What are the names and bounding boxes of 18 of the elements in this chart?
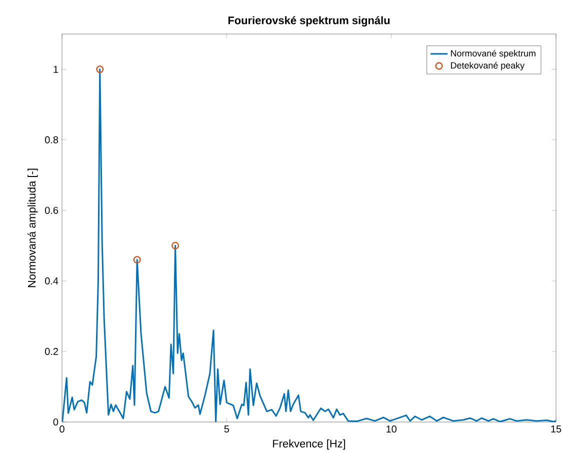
y-tick-label: 0.6: [45, 206, 58, 214]
point: [96, 65, 104, 74]
legend-label: Normované spektrum: [451, 50, 536, 58]
x-tick-label: 10: [386, 426, 396, 433]
y-tick-label: 0.8: [45, 136, 58, 144]
x-axis-title: Frekvence [Hz]: [273, 439, 346, 450]
legend-label: Detekované peaky: [451, 62, 525, 70]
point: [133, 256, 141, 264]
y-tick-label: 1: [54, 66, 58, 73]
y-tick-label: 0.2: [45, 348, 58, 355]
x-tick-label: 0: [60, 426, 64, 433]
x-tick-label: 15: [551, 426, 562, 432]
y-axis-title: Normovaná amplituda [-]: [27, 168, 38, 288]
point: [172, 242, 180, 250]
x-tick-label: 5: [224, 426, 230, 432]
chart-title: Fourierovské spektrum signálu: [228, 16, 390, 26]
y-tick-label: 0.4: [45, 277, 58, 284]
y-tick-label: 0: [53, 418, 58, 426]
